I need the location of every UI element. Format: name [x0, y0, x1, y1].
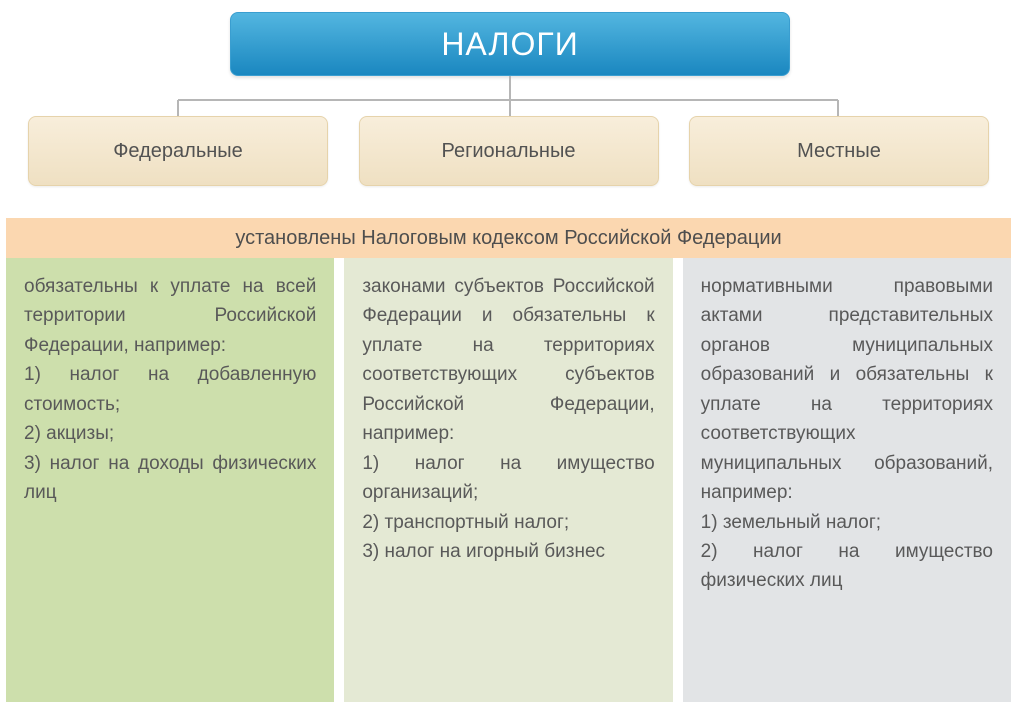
root-node: НАЛОГИ [230, 12, 790, 76]
category-label: Федеральные [113, 140, 243, 163]
column-text: нормативными правовыми актами представит… [701, 272, 993, 596]
tree-connectors [0, 76, 1017, 116]
column-text: законами субъектов Российской Федерации … [362, 272, 654, 566]
table-header-text: установлены Налоговым кодексом Российско… [235, 227, 781, 250]
category-label: Местные [797, 140, 881, 163]
column-text: обязательны к уплате на всей территории … [24, 272, 316, 508]
category-label: Региональные [442, 140, 576, 163]
column-local: нормативными правовыми актами представит… [683, 258, 1011, 702]
column-federal: обязательны к уплате на всей территории … [6, 258, 334, 702]
root-label: НАЛОГИ [441, 26, 578, 63]
column-regional: законами субъектов Российской Федерации … [344, 258, 672, 702]
category-federal: Федеральные [28, 116, 328, 186]
category-row: Федеральные Региональные Местные [0, 116, 1017, 186]
category-regional: Региональные [359, 116, 659, 186]
category-local: Местные [689, 116, 989, 186]
table-columns: обязательны к уплате на всей территории … [6, 258, 1011, 702]
table-header: установлены Налоговым кодексом Российско… [6, 218, 1011, 258]
